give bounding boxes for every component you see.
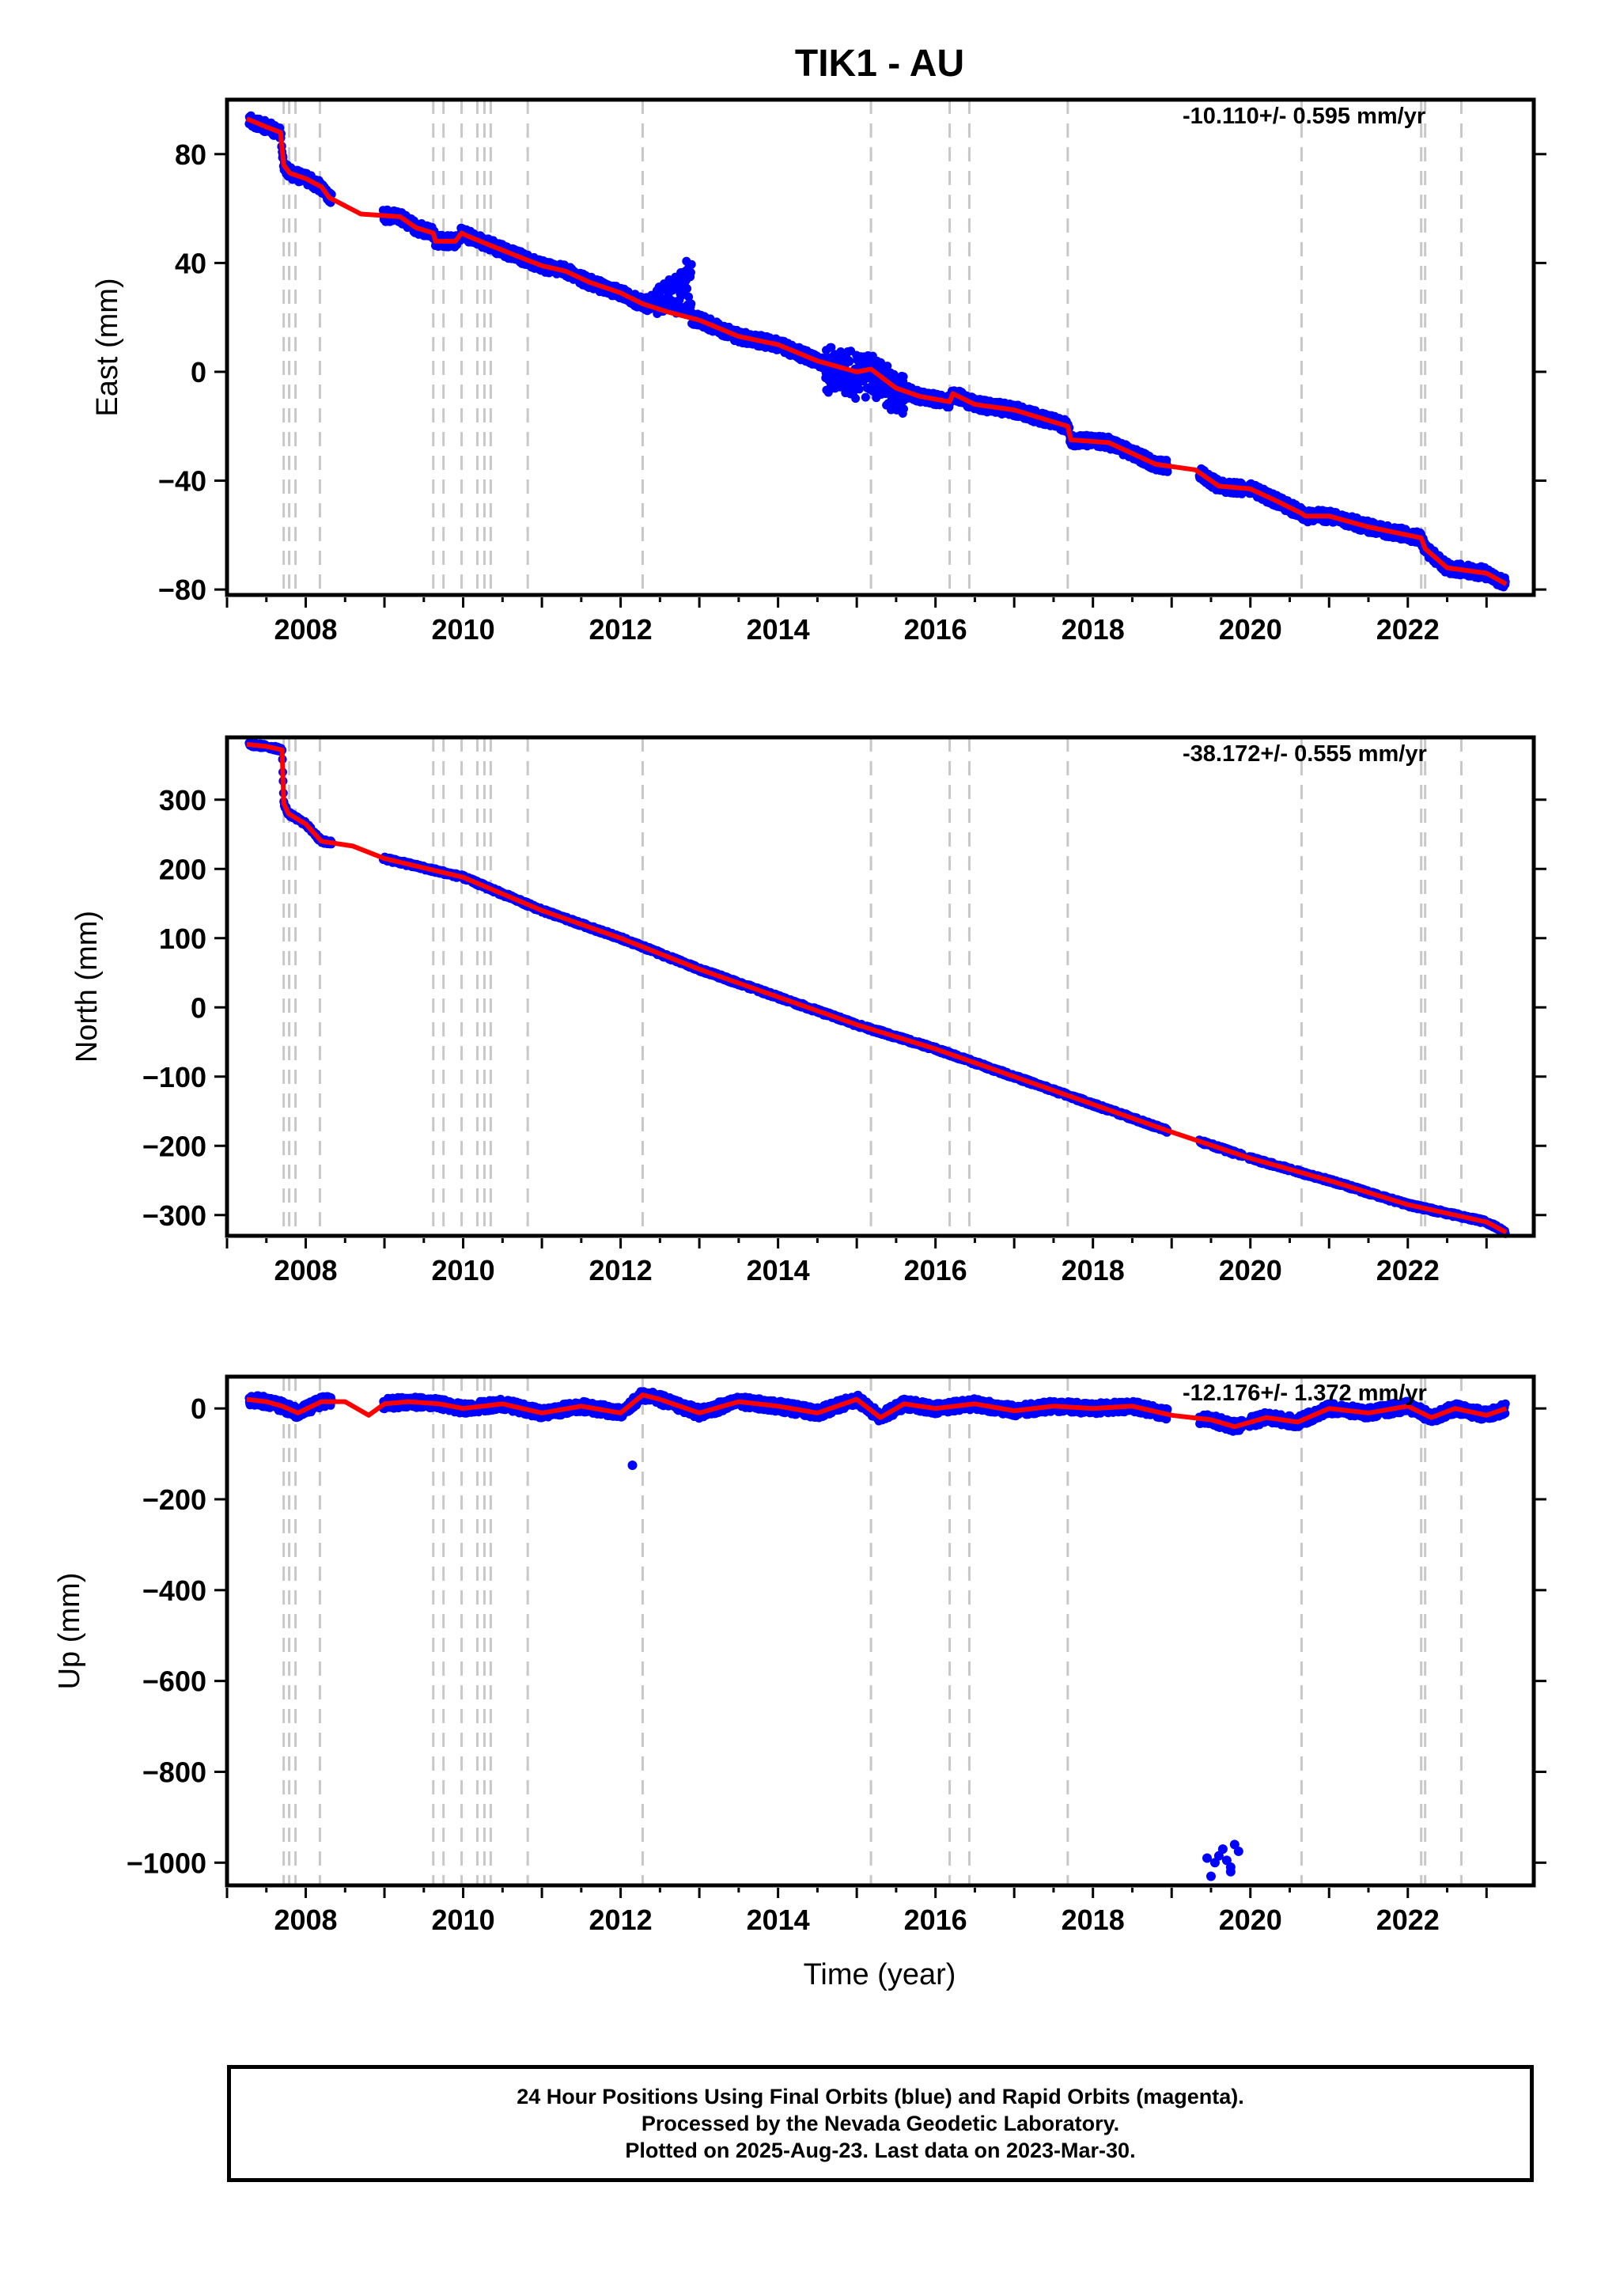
- data-point: [899, 372, 908, 381]
- north-data-points: [244, 738, 1510, 1238]
- x-tick-label: 2008: [274, 613, 337, 646]
- data-point: [683, 284, 692, 294]
- x-tick-label: 2018: [1062, 613, 1125, 646]
- east-data-points: [244, 111, 1510, 592]
- x-tick-label: 2014: [747, 613, 810, 646]
- data-point: [854, 385, 864, 394]
- x-tick-label: 2016: [904, 613, 967, 646]
- data-point: [845, 357, 854, 366]
- data-point: [687, 260, 696, 269]
- y-tick-label: −40: [158, 465, 206, 498]
- x-tick-label: 2022: [1376, 613, 1440, 646]
- data-point: [851, 394, 861, 404]
- x-tick-label: 2020: [1219, 613, 1282, 646]
- y-tick-label: 40: [175, 247, 206, 279]
- chart-title: TIK1 - AU: [795, 43, 964, 85]
- x-tick-label: 2010: [432, 613, 495, 646]
- east-panel: 80 40 0 −40 −80 2008 2010 2012 2014 2016 2018 2020 2…: [91, 97, 1546, 646]
- data-point: [899, 404, 908, 414]
- data-point: [861, 392, 870, 402]
- data-point: [687, 299, 696, 309]
- east-model-line: [245, 116, 1508, 586]
- east-axis-label: East (mm): [91, 278, 124, 416]
- y-tick-label: −80: [158, 574, 206, 606]
- y-tick-label: 80: [175, 138, 206, 171]
- y-tick-label: 0: [191, 356, 206, 388]
- x-tick-label: 2012: [589, 613, 653, 646]
- east-rate-label: -10.110+/- 0.595 mm/yr: [1183, 104, 1425, 129]
- data-point: [686, 267, 695, 277]
